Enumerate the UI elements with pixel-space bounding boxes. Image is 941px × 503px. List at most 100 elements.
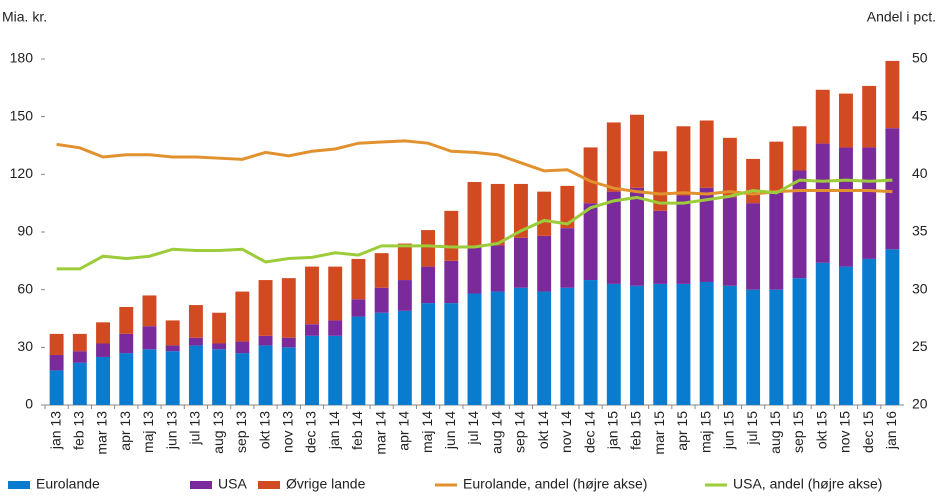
x-tick-label: jan 15	[605, 411, 621, 450]
bar	[467, 247, 482, 294]
bar	[142, 295, 157, 327]
bar	[792, 278, 807, 405]
bar	[421, 230, 436, 267]
bar	[374, 287, 389, 313]
bar	[513, 237, 528, 288]
bar	[885, 60, 900, 129]
y-tick-label: 30	[17, 338, 33, 354]
bar	[630, 187, 644, 286]
bar	[746, 158, 761, 204]
bar	[537, 235, 552, 292]
legend-label: USA	[218, 476, 247, 492]
bar	[838, 266, 853, 405]
bar	[838, 93, 853, 148]
bar	[49, 370, 64, 405]
line	[56, 178, 893, 271]
bar	[165, 345, 180, 352]
bar	[281, 278, 296, 338]
y2-axis-label: Andel i pct.	[867, 9, 936, 25]
bar	[444, 210, 459, 261]
bar	[305, 335, 319, 405]
y2-tick-label: 20	[912, 396, 928, 412]
bar	[490, 245, 505, 292]
bar	[96, 356, 111, 405]
bar	[142, 349, 157, 405]
x-tick-label: nov 13	[279, 411, 295, 453]
bar	[328, 335, 343, 405]
bar	[746, 289, 761, 405]
bar	[606, 191, 621, 284]
x-tick-label: okt 14	[535, 411, 551, 449]
y-tick-label: 0	[25, 396, 33, 412]
y2-tick-label: 30	[912, 280, 928, 296]
bar	[606, 283, 621, 405]
bar	[630, 114, 644, 188]
bar	[165, 351, 180, 405]
legend-label: Eurolande	[36, 476, 100, 492]
bar	[444, 303, 459, 405]
legend-swatch	[258, 481, 280, 489]
bar	[188, 337, 203, 346]
bar	[72, 351, 87, 363]
legend-swatch	[190, 481, 212, 489]
bar	[351, 316, 366, 405]
bar	[537, 191, 552, 236]
x-tick-label: aug 14	[488, 411, 504, 454]
x-tick-label: mar 14	[372, 411, 388, 455]
x-tick-label: dec 15	[860, 411, 876, 453]
x-tick-label: jul 13	[187, 411, 203, 446]
x-tick-label: sep 13	[233, 411, 249, 453]
x-tick-label: apr 15	[674, 411, 690, 451]
bar	[258, 335, 273, 346]
y-tick-label: 150	[10, 107, 34, 123]
bar	[467, 182, 482, 248]
x-tick-label: nov 14	[558, 411, 574, 453]
bar	[49, 333, 64, 356]
bar	[188, 345, 203, 405]
bar	[305, 324, 319, 336]
x-tick-label: maj 13	[140, 411, 156, 453]
bar	[606, 122, 621, 192]
bar	[722, 285, 737, 405]
bar	[513, 183, 528, 238]
x-tick-label: feb 13	[71, 411, 87, 450]
bar	[583, 147, 598, 204]
bar	[560, 228, 575, 288]
bar	[537, 291, 552, 405]
bar	[676, 195, 691, 284]
bar	[328, 266, 343, 321]
x-tick-label: jan 16	[883, 411, 899, 450]
bar	[397, 243, 412, 281]
bar	[722, 137, 737, 198]
x-tick-label: maj 15	[697, 411, 713, 453]
x-tick-label: feb 14	[349, 411, 365, 450]
bar	[815, 262, 830, 405]
bar	[769, 141, 784, 192]
bar	[653, 210, 668, 284]
bar	[630, 285, 644, 405]
bar	[862, 147, 877, 259]
y2-tick-label: 35	[912, 223, 928, 239]
bar	[815, 143, 830, 263]
x-tick-label: mar 13	[94, 411, 110, 455]
bar	[351, 299, 366, 317]
legend-label: USA, andel (højre akse)	[733, 476, 882, 492]
bar	[397, 280, 412, 311]
x-tick-label: aug 15	[767, 411, 783, 454]
bar	[374, 253, 389, 288]
bar	[746, 203, 761, 290]
bar	[374, 312, 389, 405]
bar	[560, 185, 575, 229]
bar	[328, 320, 343, 336]
bar	[769, 289, 784, 405]
x-tick-label: sep 14	[512, 411, 528, 453]
bar	[119, 333, 134, 354]
bar	[305, 266, 319, 325]
y2-tick-label: 50	[912, 50, 928, 66]
bar	[235, 291, 250, 342]
bar	[421, 303, 436, 405]
x-tick-label: jul 15	[744, 411, 760, 446]
y-tick-label: 90	[17, 223, 33, 239]
x-tick-label: jun 15	[721, 411, 737, 450]
